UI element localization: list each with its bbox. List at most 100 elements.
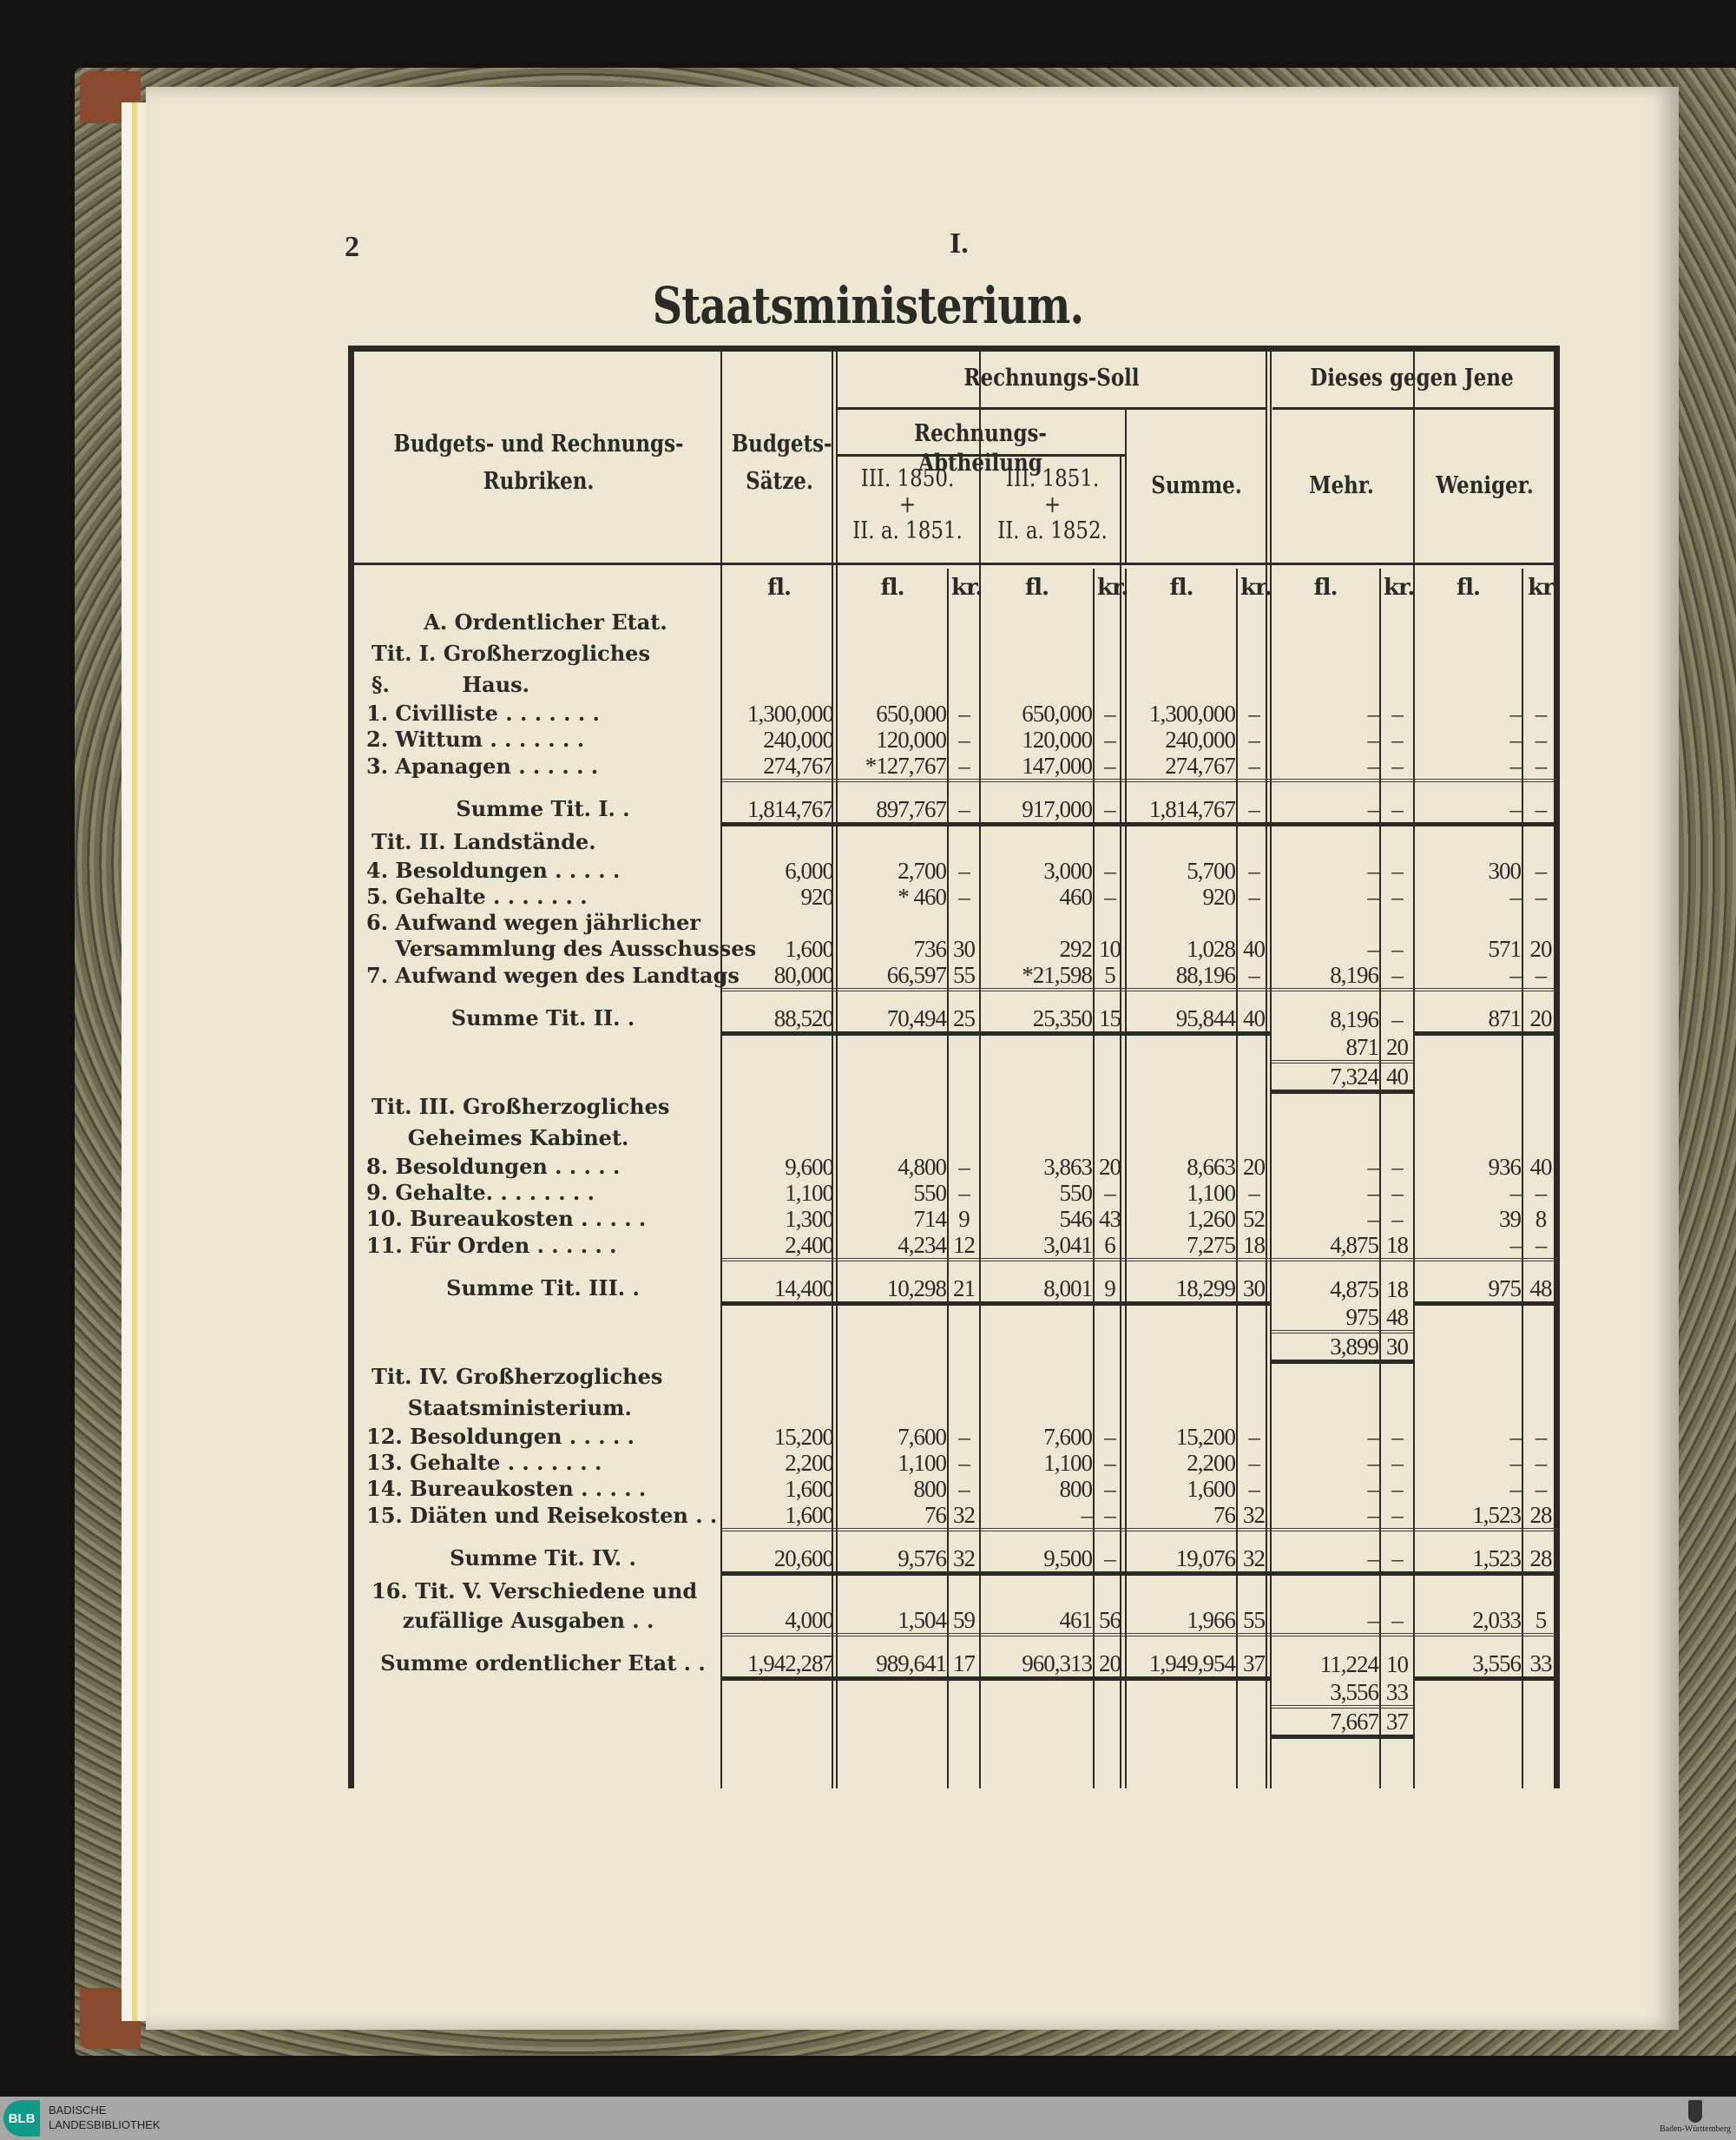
cell-b-kr: – bbox=[1104, 1476, 1116, 1502]
cell-budget: 4,000 bbox=[785, 1607, 834, 1633]
sum-rule bbox=[354, 822, 1558, 828]
cell-budget: 1,600 bbox=[785, 1502, 834, 1528]
cell-summe-kr: – bbox=[1248, 884, 1260, 910]
cell-b-fl bbox=[979, 1123, 1095, 1154]
cell-weniger-kr bbox=[1523, 1393, 1558, 1424]
header-budget-2: Sätze. bbox=[746, 468, 813, 495]
cell-weniger-kr: 20 bbox=[1523, 988, 1558, 1034]
unit-budget: fl. bbox=[766, 575, 792, 601]
cell-summe-kr: – bbox=[1248, 1180, 1260, 1206]
cell-a-fl: 7,600 bbox=[898, 1424, 947, 1450]
row-label bbox=[354, 1679, 722, 1707]
cell-summe-fl: 920 bbox=[1202, 884, 1237, 910]
cell-a-fl: 4,234 bbox=[898, 1232, 947, 1258]
cell-a-kr: – bbox=[958, 753, 970, 779]
cell-summe-kr bbox=[1238, 1123, 1270, 1154]
cell-mehr-kr bbox=[1381, 910, 1413, 936]
cell-budget: 1,942,287 bbox=[722, 1633, 836, 1679]
cell-weniger-fl: – bbox=[1509, 727, 1522, 753]
cell-mehr-fl: – bbox=[1367, 753, 1380, 779]
cell-budget bbox=[722, 669, 836, 701]
cell-summe-fl: 15,200 bbox=[1175, 1424, 1236, 1450]
cell-b-fl: 917,000 bbox=[979, 779, 1095, 825]
cell-weniger-fl: 39 bbox=[1499, 1206, 1522, 1232]
row-label: 15. Diäten und Reisekosten . . bbox=[366, 1503, 718, 1528]
cell-budget: 14,400 bbox=[722, 1258, 836, 1304]
cell-mehr-fl: 3,556 bbox=[1330, 1678, 1379, 1705]
row-label: Tit. I. Großherzogliches bbox=[372, 641, 650, 666]
row-label: 16. Tit. V. Verschiedene und bbox=[372, 1578, 698, 1603]
cell-b-fl bbox=[979, 638, 1095, 669]
cell-summe-kr: 52 bbox=[1243, 1206, 1266, 1232]
cell-a-fl bbox=[836, 669, 949, 701]
cell-weniger-fl bbox=[1413, 1707, 1523, 1737]
table-row-item: 9. Gehalte. . . . . . . . 1,100 550–550–1,… bbox=[354, 1180, 1558, 1206]
cell-b-kr: – bbox=[1104, 1424, 1116, 1450]
cell-mehr-kr: – bbox=[1391, 1206, 1404, 1232]
cell-b-fl: *21,598 bbox=[1022, 962, 1093, 988]
cell-a-kr bbox=[949, 1332, 979, 1362]
cell-b-kr bbox=[1095, 1332, 1125, 1362]
column-rule bbox=[1379, 569, 1381, 1788]
cell-b-fl bbox=[979, 1707, 1095, 1737]
rule bbox=[836, 407, 1266, 410]
cell-b-kr bbox=[1095, 826, 1125, 858]
cell-a-fl: 736 bbox=[913, 936, 948, 962]
cell-b-kr: – bbox=[1104, 727, 1116, 753]
cell-b-fl bbox=[979, 1576, 1095, 1607]
cell-b-fl: 147,000 bbox=[1022, 753, 1093, 779]
cell-weniger-fl bbox=[1413, 1393, 1523, 1424]
cell-budget bbox=[722, 1031, 836, 1062]
cell-a-kr: – bbox=[958, 1424, 970, 1450]
cell-weniger-fl bbox=[1413, 1062, 1523, 1092]
cell-budget: 80,000 bbox=[773, 962, 834, 988]
cell-a-fl: 10,298 bbox=[836, 1258, 949, 1304]
cell-a-fl: 1,504 bbox=[898, 1607, 947, 1633]
cell-weniger-fl: – bbox=[1509, 962, 1522, 988]
cell-a-fl bbox=[836, 826, 949, 858]
column-rule bbox=[1266, 352, 1267, 1788]
cell-summe-kr: 55 bbox=[1243, 1607, 1266, 1633]
cell-budget: 240,000 bbox=[763, 727, 834, 753]
table-row-heading: Tit. II. Landstände. bbox=[354, 826, 1558, 858]
cell-summe-kr bbox=[1238, 1393, 1270, 1424]
cell-mehr-kr: 37 bbox=[1381, 1704, 1413, 1739]
cell-weniger-kr: 40 bbox=[1529, 1154, 1553, 1180]
cell-weniger-kr bbox=[1523, 1091, 1558, 1123]
table-row-heading: A. Ordentlicher Etat. bbox=[354, 607, 1558, 638]
cell-weniger-fl bbox=[1413, 1361, 1523, 1393]
cell-b-fl bbox=[979, 910, 1095, 936]
row-label: §. Haus. bbox=[372, 672, 530, 697]
cell-a-fl: 4,800 bbox=[898, 1154, 947, 1180]
header-weniger: Weniger. bbox=[1436, 472, 1534, 499]
cell-mehr-fl: 7,324 bbox=[1270, 1059, 1381, 1094]
cell-weniger-fl bbox=[1413, 1091, 1523, 1123]
cell-weniger-fl bbox=[1413, 669, 1523, 701]
cell-weniger-kr: – bbox=[1535, 1450, 1548, 1476]
cell-mehr-kr bbox=[1381, 669, 1413, 701]
table-row-item: 5. Gehalte . . . . . . . 920 * 460–460–920… bbox=[354, 884, 1558, 910]
row-label: 9. Gehalte. . . . . . . . bbox=[366, 1180, 595, 1205]
cell-summe-kr bbox=[1238, 1707, 1270, 1737]
cell-mehr-fl: – bbox=[1270, 779, 1381, 825]
cell-b-fl: 9,500 bbox=[979, 1528, 1095, 1574]
column-rule bbox=[1413, 352, 1415, 1788]
unit-b-fl: fl. bbox=[1024, 575, 1049, 601]
table-row-heading: 16. Tit. V. Verschiedene und bbox=[354, 1576, 1558, 1607]
cell-summe-kr bbox=[1238, 1676, 1270, 1707]
table-row-item: Versammlung des Ausschusses 1,600 736 30 292… bbox=[354, 936, 1558, 962]
table-row-extra: 3,556 33 bbox=[354, 1676, 1558, 1707]
cell-summe-fl: 8,663 bbox=[1187, 1154, 1236, 1180]
blb-logo: BLB bbox=[3, 2100, 40, 2137]
cell-b-fl: 7,600 bbox=[1043, 1424, 1093, 1450]
unit-summe-kr: kr. bbox=[1240, 575, 1272, 601]
cell-a-kr: – bbox=[958, 1476, 970, 1502]
cell-summe-fl: 1,300,000 bbox=[1149, 701, 1236, 727]
cell-summe-kr: 32 bbox=[1238, 1528, 1270, 1574]
column-rule bbox=[1522, 569, 1523, 1788]
cell-a-fl: 9,576 bbox=[836, 1528, 949, 1574]
row-label: 7. Aufwand wegen des Landtags bbox=[366, 963, 740, 988]
state-name: Baden-Württemberg bbox=[1659, 2124, 1731, 2134]
cell-budget bbox=[722, 910, 836, 936]
table-row-item: 2. Wittum . . . . . . . 240,000 120,000–12… bbox=[354, 727, 1558, 753]
